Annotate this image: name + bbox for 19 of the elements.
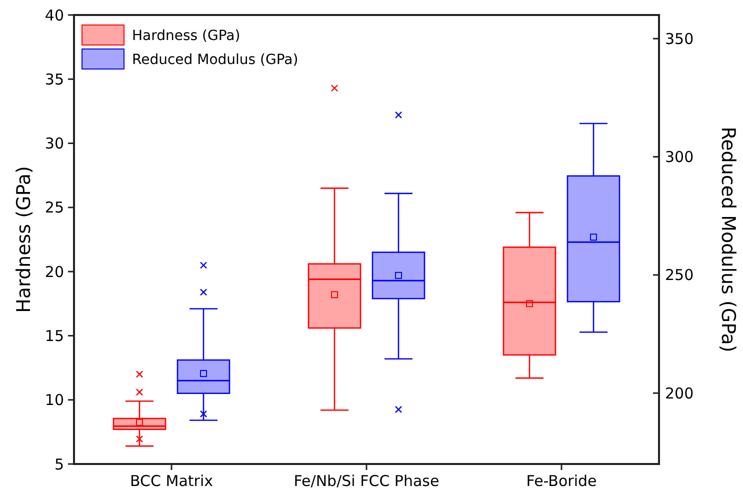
x-tick-label: Fe/Nb/Si FCC Phase [294,472,440,490]
y2-tick-label: 300 [665,148,694,166]
y-tick-label: 30 [44,134,64,153]
x-tick-label: Fe-Boride [526,472,597,490]
y-tick-label: 15 [44,326,64,345]
y-tick-label: 10 [44,391,64,410]
legend-label: Hardness (GPa) [132,28,240,44]
x-tick-label: BCC Matrix [130,472,214,490]
y-tick-label: 40 [44,6,64,24]
y-axis-title: Hardness (GPa) [13,166,35,313]
y-tick-label: 25 [44,198,64,217]
legend-label: Reduced Modulus (GPa) [132,52,298,68]
y2-tick-label: 350 [665,30,694,48]
y2-axis-title: Reduced Modulus (GPa) [717,126,739,352]
y-tick-label: 35 [44,70,64,88]
y-tick-label: 20 [44,262,64,281]
y-tick-label: 5 [54,455,64,474]
y2-tick-label: 200 [665,384,694,402]
y2-tick-label: 250 [665,266,694,284]
